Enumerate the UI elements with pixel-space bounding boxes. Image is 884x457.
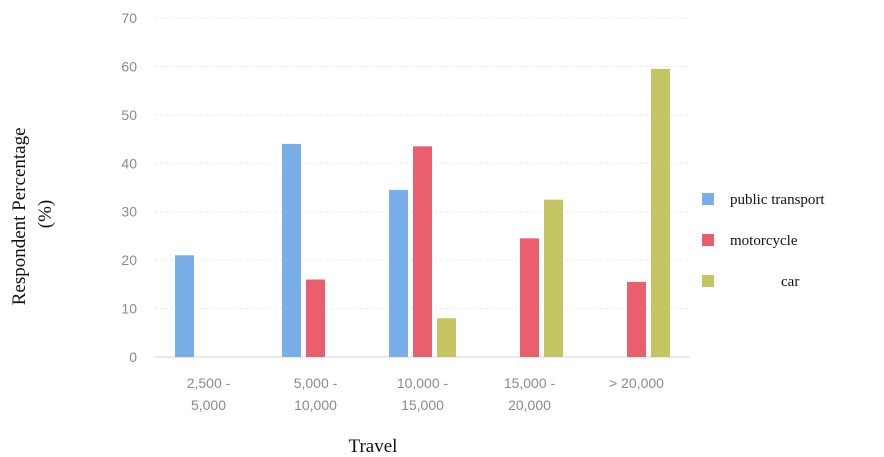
- legend-label: car: [781, 274, 799, 290]
- x-tick-label: > 20,000: [609, 375, 664, 391]
- bars: [175, 68, 670, 357]
- x-tick-label: 10,000 - 15,000: [397, 375, 449, 413]
- legend-item: car: [702, 274, 799, 290]
- bar-motorcycle: [413, 146, 432, 357]
- x-tick-label-line: > 20,000: [609, 375, 664, 391]
- legend-item: public transport: [702, 192, 825, 208]
- bar-motorcycle: [627, 281, 646, 357]
- x-tick-label: 2,500 - 5,000: [187, 375, 231, 413]
- x-tick-label-line: 2,500 -: [187, 375, 231, 391]
- bar-car: [651, 68, 670, 357]
- bar-motorcycle: [306, 279, 325, 357]
- y-axis-title-line2: (%): [35, 200, 56, 228]
- bar-public-transport: [389, 189, 408, 357]
- legend-label: public transport: [730, 192, 825, 208]
- x-tick-label-line: 10,000 -: [397, 375, 449, 391]
- bar-public-transport: [175, 255, 194, 357]
- legend-swatch: [702, 193, 714, 205]
- y-axis-title-line1: Respondent Percentage: [9, 127, 30, 305]
- legend: public transport motorcycle car: [702, 192, 825, 290]
- legend-item: motorcycle: [702, 233, 798, 249]
- bar-public-transport: [282, 143, 301, 357]
- bar-motorcycle: [520, 238, 539, 357]
- y-axis-title: Respondent Percentage (%): [9, 123, 56, 306]
- x-tick-label-line: 15,000: [401, 397, 444, 413]
- y-axis-ticks: 0 10 20 30 40 50 60 70: [121, 10, 137, 365]
- y-tick-label: 70: [121, 10, 137, 26]
- y-tick-label: 60: [121, 58, 137, 74]
- legend-swatch: [702, 275, 714, 287]
- x-tick-label-line: 10,000: [294, 397, 337, 413]
- x-tick-label: 5,000 - 10,000: [294, 375, 338, 413]
- x-tick-label-line: 5,000 -: [294, 375, 338, 391]
- y-tick-label: 20: [121, 252, 137, 268]
- x-tick-label: 15,000 - 20,000: [504, 375, 556, 413]
- legend-swatch: [702, 234, 714, 246]
- bar-car: [544, 199, 563, 357]
- x-tick-label-line: 5,000: [191, 397, 226, 413]
- x-tick-label-line: 15,000 -: [504, 375, 556, 391]
- y-tick-label: 50: [121, 107, 137, 123]
- y-tick-label: 0: [129, 349, 137, 365]
- bar-car: [437, 318, 456, 357]
- legend-label: motorcycle: [730, 233, 798, 249]
- y-tick-label: 30: [121, 204, 137, 220]
- x-tick-label-line: 20,000: [508, 397, 551, 413]
- x-axis-title: Travel: [349, 436, 398, 457]
- y-tick-label: 40: [121, 155, 137, 171]
- y-tick-label: 10: [121, 301, 137, 317]
